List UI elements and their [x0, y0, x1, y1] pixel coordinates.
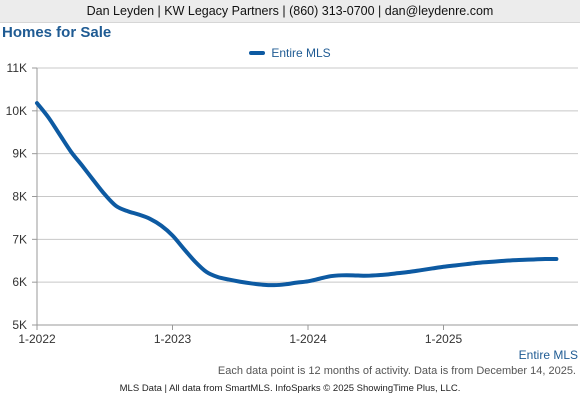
- series-line-entire-mls: [35, 101, 559, 288]
- contact-header: Dan Leyden | KW Legacy Partners | (860) …: [0, 0, 580, 23]
- y-tick-label: 5K: [12, 318, 27, 332]
- x-tick-label: 1-2022: [18, 332, 56, 346]
- chart-legend[interactable]: Entire MLS: [0, 46, 580, 60]
- contact-text: Dan Leyden | KW Legacy Partners | (860) …: [86, 4, 494, 18]
- y-tick-label: 11K: [7, 61, 27, 75]
- x-tick-label: 1-2025: [425, 332, 463, 346]
- y-tick-label: 8K: [12, 190, 27, 204]
- legend-swatch: [249, 51, 266, 55]
- y-tick-label: 9K: [12, 147, 27, 161]
- series-end-label: Entire MLS: [518, 348, 578, 362]
- source-footer: MLS Data | All data from SmartMLS. InfoS…: [119, 383, 461, 394]
- legend-label: Entire MLS: [271, 46, 331, 60]
- y-tick-label: 10K: [6, 104, 27, 118]
- chart-title: Homes for Sale: [2, 24, 112, 41]
- x-tick-label: 1-2024: [289, 332, 327, 346]
- x-tick-label: 1-2023: [154, 332, 192, 346]
- data-footnote: Each data point is 12 months of activity…: [217, 365, 576, 377]
- y-tick-label: 6K: [12, 275, 27, 289]
- y-tick-label: 7K: [12, 232, 27, 246]
